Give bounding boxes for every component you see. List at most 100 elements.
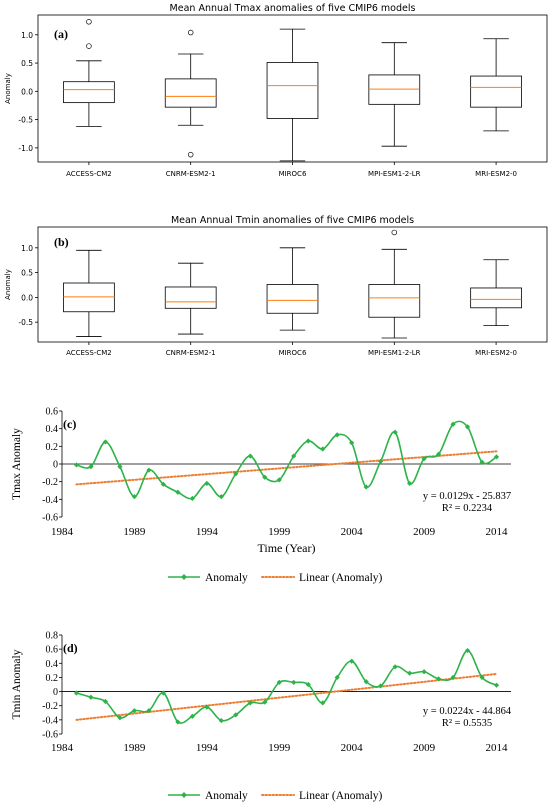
data-point bbox=[464, 424, 471, 430]
y-tick-label: 0.0 bbox=[21, 293, 33, 302]
y-tick-label: -1.0 bbox=[18, 144, 33, 153]
y-tick-label: 0.0 bbox=[21, 87, 33, 96]
legend-trend-label: Linear (Anomaly) bbox=[299, 572, 383, 584]
data-point bbox=[204, 480, 210, 487]
data-point bbox=[102, 698, 109, 705]
data-point bbox=[392, 664, 398, 670]
x-tick-label: 2009 bbox=[413, 742, 436, 754]
data-point bbox=[88, 694, 94, 700]
y-tick-label: 1.0 bbox=[21, 31, 33, 40]
data-point bbox=[218, 717, 224, 724]
trend-equation: y = 0.0129x - 25.837 bbox=[423, 491, 511, 502]
x-tick-label: 1999 bbox=[268, 526, 291, 538]
x-tick-label: 2004 bbox=[341, 742, 364, 754]
data-point bbox=[450, 674, 456, 681]
data-point bbox=[175, 719, 181, 725]
data-point bbox=[349, 658, 355, 664]
data-point bbox=[160, 690, 166, 696]
legend-anomaly-label: Anomaly bbox=[205, 572, 248, 584]
data-point bbox=[189, 495, 195, 502]
data-point bbox=[349, 440, 355, 446]
x-tick-label: MPI-ESM1-2-LR bbox=[368, 349, 421, 357]
data-point bbox=[233, 712, 239, 718]
y-tick-label: 0.4 bbox=[46, 659, 59, 670]
data-point bbox=[493, 454, 500, 460]
x-tick-label: 2009 bbox=[413, 526, 436, 538]
y-tick-label: 0.6 bbox=[46, 407, 59, 418]
trend-equation: y = 0.0224x - 44.864 bbox=[423, 706, 512, 717]
x-tick-label: 2014 bbox=[486, 742, 509, 754]
y-tick-label: -0.6 bbox=[42, 730, 58, 741]
data-point bbox=[435, 676, 442, 682]
outlier-point bbox=[86, 43, 92, 49]
data-point bbox=[305, 681, 311, 688]
box bbox=[368, 74, 421, 105]
x-tick-label: 1984 bbox=[51, 742, 74, 754]
r-squared: R² = 0.5535 bbox=[442, 718, 492, 729]
y-tick-label: -0.6 bbox=[42, 513, 58, 524]
data-point bbox=[131, 494, 138, 500]
data-point bbox=[291, 453, 297, 459]
data-point bbox=[247, 453, 253, 459]
data-point bbox=[421, 669, 427, 675]
y-axis-label: Anomaly bbox=[4, 269, 12, 300]
data-point bbox=[479, 459, 485, 465]
x-tick-label: 2014 bbox=[486, 526, 509, 538]
y-tick-label: 0.2 bbox=[46, 442, 59, 453]
legend-anomaly-label: Anomaly bbox=[205, 790, 248, 802]
box bbox=[266, 284, 319, 314]
y-tick-label: 0.8 bbox=[46, 631, 59, 642]
y-tick-label: 0.4 bbox=[46, 424, 59, 435]
data-point bbox=[320, 700, 326, 706]
y-axis-label: Tmax Anomaly bbox=[11, 428, 23, 500]
data-point bbox=[378, 683, 384, 689]
y-tick-label: -0.2 bbox=[42, 701, 58, 712]
data-point bbox=[464, 647, 471, 654]
chart-title: Mean Annual Tmin anomalies of five CMIP6… bbox=[171, 215, 414, 226]
x-tick-label: ACCESS-CM2 bbox=[66, 349, 112, 357]
panel-label: (c) bbox=[63, 417, 76, 431]
data-point bbox=[73, 690, 80, 696]
data-point bbox=[421, 456, 427, 462]
data-point bbox=[334, 432, 340, 438]
x-tick-label: 1994 bbox=[196, 742, 219, 754]
data-point bbox=[363, 679, 369, 685]
box bbox=[470, 287, 522, 309]
x-tick-label: 1989 bbox=[123, 742, 146, 754]
y-tick-label: 0.6 bbox=[46, 645, 59, 656]
data-point bbox=[407, 670, 413, 676]
legend-anomaly-marker bbox=[181, 574, 187, 580]
y-tick-label: 1.0 bbox=[21, 244, 33, 253]
x-tick-label: CNRM-ESM2-1 bbox=[166, 170, 216, 178]
data-point bbox=[479, 674, 485, 681]
data-point bbox=[131, 708, 138, 714]
legend-trend-label: Linear (Anomaly) bbox=[299, 790, 383, 802]
data-point bbox=[175, 489, 181, 495]
outlier-point bbox=[187, 29, 194, 36]
outlier-point bbox=[187, 151, 194, 158]
anomaly-line bbox=[76, 420, 497, 500]
data-point bbox=[73, 462, 80, 468]
y-tick-label: -0.4 bbox=[42, 495, 58, 506]
data-point bbox=[493, 682, 500, 688]
data-point bbox=[276, 679, 282, 685]
data-point bbox=[117, 464, 123, 470]
panel-label: (d) bbox=[63, 641, 78, 655]
data-point bbox=[276, 477, 282, 483]
panel-label: (b) bbox=[54, 235, 69, 249]
x-tick-label: 1984 bbox=[51, 526, 74, 538]
y-tick-label: 0 bbox=[53, 460, 58, 471]
box bbox=[164, 78, 217, 108]
data-point bbox=[189, 713, 195, 719]
data-point bbox=[218, 494, 224, 500]
x-tick-label: MPI-ESM1-2-LR bbox=[368, 170, 421, 178]
y-tick-label: 0.5 bbox=[21, 59, 33, 68]
box bbox=[164, 286, 217, 309]
x-axis-label: Time (Year) bbox=[257, 541, 315, 555]
panel-label: (a) bbox=[54, 27, 68, 41]
legend-anomaly-marker bbox=[181, 792, 187, 798]
y-tick-label: 0.5 bbox=[21, 269, 33, 278]
data-point bbox=[435, 451, 442, 457]
x-tick-label: CNRM-ESM2-1 bbox=[166, 349, 216, 357]
